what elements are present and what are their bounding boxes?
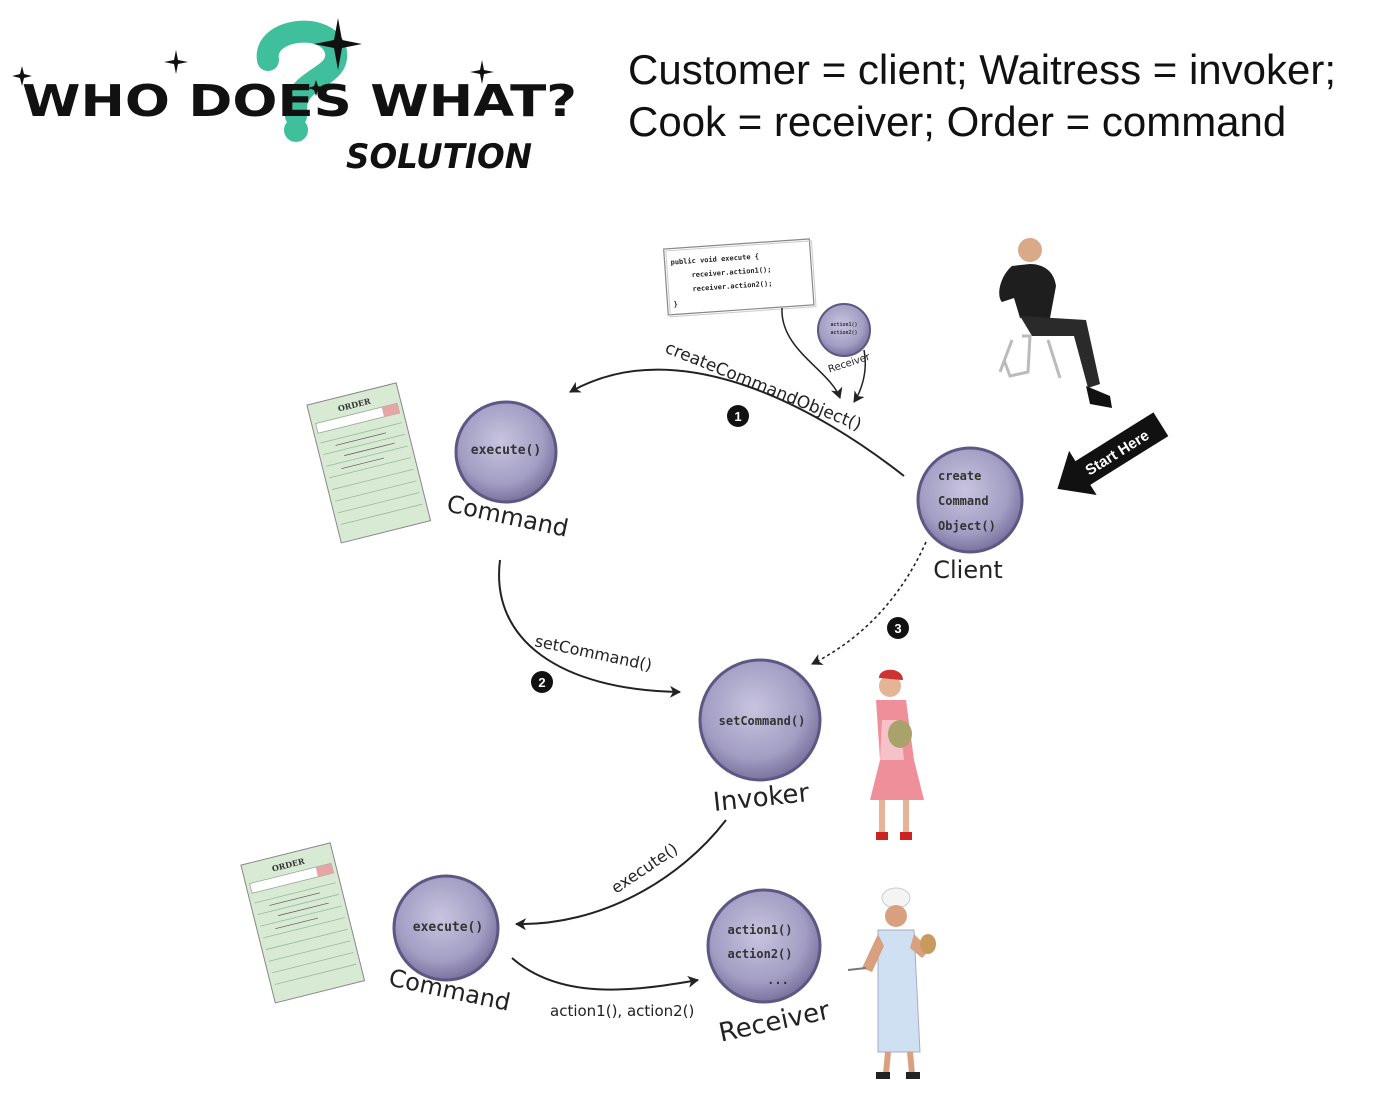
sparkle-star-icon (12, 18, 494, 96)
invoker-label: Invoker (712, 778, 811, 818)
code-card: public void execute { receiver.action1()… (663, 238, 817, 318)
small-receiver-node: action1() action2() Receiver (817, 303, 872, 376)
waitress-figure (870, 669, 924, 840)
execute-label: execute() (608, 839, 682, 897)
role-mapping-line-2: Cook = receiver; Order = command (628, 98, 1287, 145)
set-command-arrow (498, 559, 681, 698)
command-top-node: execute() Command (444, 400, 571, 543)
create-command-object-arrow (569, 368, 905, 477)
code-line-4: } (673, 300, 678, 308)
invoker-node: setCommand() Invoker (698, 658, 822, 818)
role-mapping-line-1: Customer = client; Waitress = invoker; (628, 46, 1337, 93)
order-slip-bottom: ORDER (240, 842, 366, 1004)
order-slip-top: ORDER (306, 382, 432, 544)
command-top-method: execute() (471, 443, 541, 458)
small-receiver-line-2: action2() (830, 330, 857, 336)
customer-figure (998, 238, 1112, 408)
receiver-line-1: action1() (727, 923, 792, 937)
small-receiver-line-1: action1() (830, 322, 857, 328)
client-line-1: create (938, 469, 981, 483)
client-label: Client (933, 556, 1002, 584)
client-line-2: Command (938, 494, 989, 508)
receiver-line-3: ... (767, 973, 789, 987)
start-here-arrow: Start Here (1057, 412, 1169, 496)
logo-title: WHO DOES WHAT? (22, 76, 577, 127)
receiver-node: action1() action2() ... Receiver (706, 888, 833, 1049)
step-badge-2: 2 (531, 671, 553, 693)
step-badge-2-text: 2 (538, 675, 545, 690)
actions-arrow (511, 957, 699, 991)
client-node: create Command Object() Client (916, 446, 1024, 584)
code-card-connector (781, 307, 843, 399)
set-command-label: setCommand() (533, 631, 654, 674)
client-to-invoker-arrow (811, 541, 927, 665)
cook-figure (847, 887, 936, 1079)
command-bottom-node: execute() Command (386, 874, 513, 1017)
role-mapping: Customer = client; Waitress = invoker; C… (628, 44, 1368, 148)
command-bottom-method: execute() (413, 920, 483, 935)
step-badge-3-text: 3 (894, 621, 901, 636)
actions-label: action1(), action2() (550, 1002, 694, 1020)
execute-arrow (515, 819, 727, 931)
receiver-line-2: action2() (727, 947, 792, 961)
receiver-label: Receiver (716, 996, 833, 1049)
invoker-method: setCommand() (719, 714, 806, 728)
logo-solution: SOLUTION (346, 137, 532, 177)
client-line-3: Object() (938, 519, 996, 533)
step-badge-1-text: 1 (734, 409, 741, 424)
step-badge-1: 1 (727, 405, 749, 427)
step-badge-3: 3 (887, 617, 909, 639)
who-does-what-logo: WHO DOES WHAT? SOLUTION (12, 18, 577, 177)
small-receiver-connector (853, 349, 866, 403)
